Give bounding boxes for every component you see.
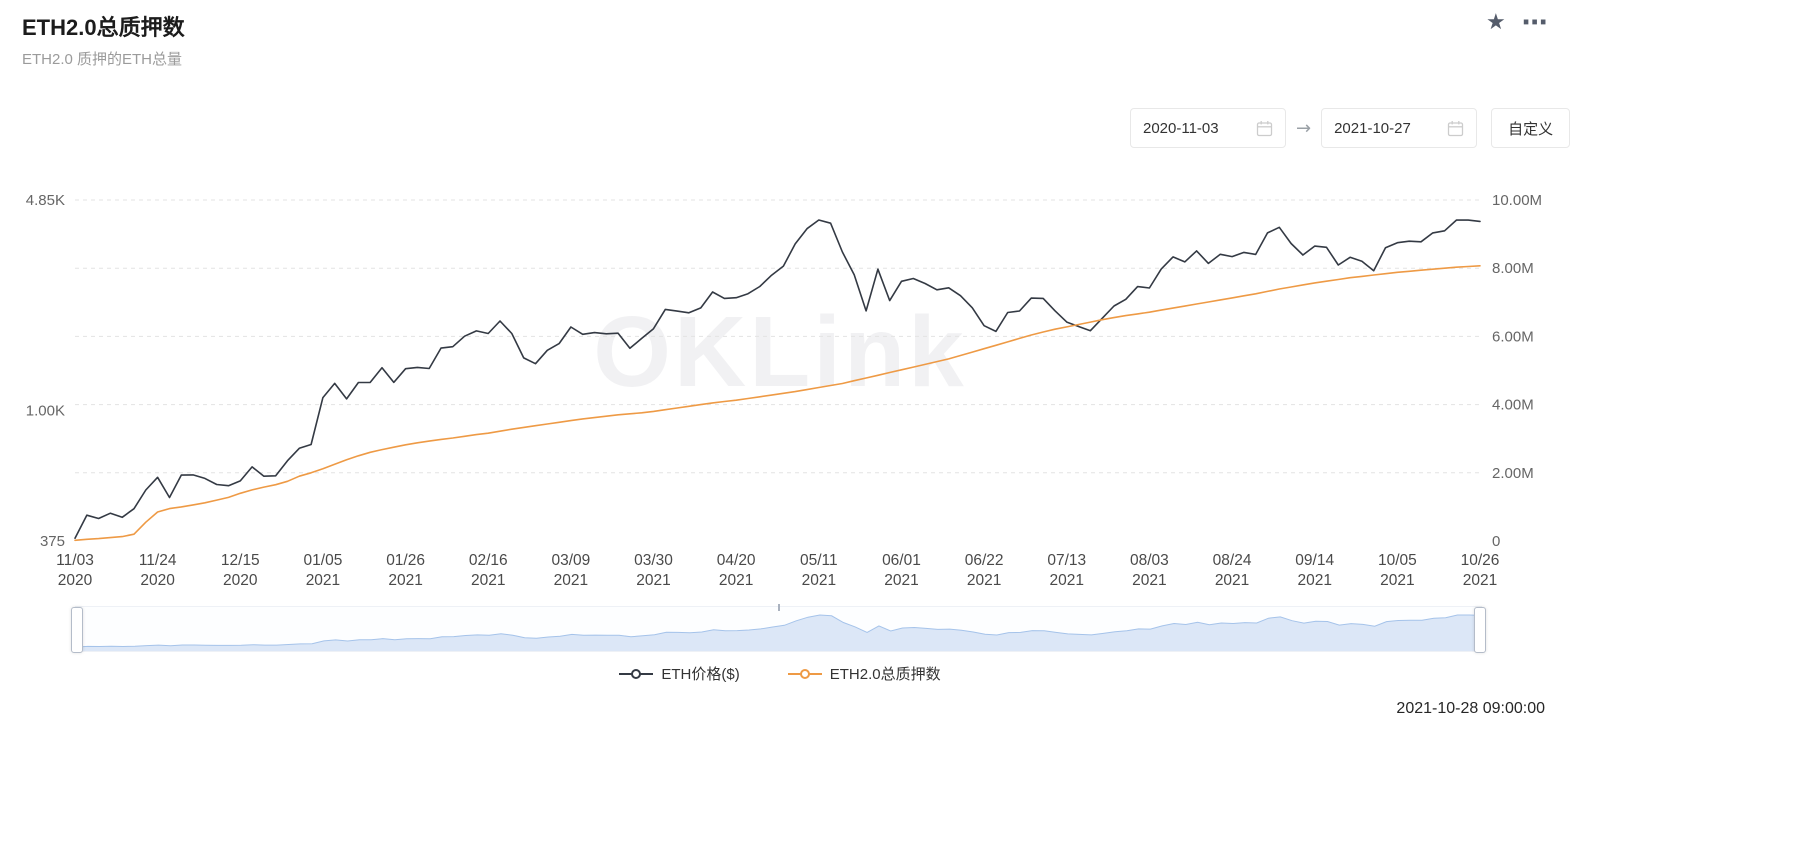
x-axis-label: 03/30 2021 <box>634 552 673 589</box>
start-date-picker[interactable]: 2020-11-03 <box>1130 108 1286 148</box>
arrow-right-icon: → <box>1296 117 1312 139</box>
end-date-picker[interactable]: 2021-10-27 <box>1321 108 1478 148</box>
header-actions: ★ ⋯ <box>1486 10 1548 36</box>
staked-line-series <box>74 265 1481 542</box>
x-axis-label: 05/11 2021 <box>800 552 838 589</box>
x-axis-label: 01/05 2021 <box>304 552 343 589</box>
y-axis-right-label: 0 <box>1492 533 1500 550</box>
data-zoom-slider[interactable] <box>71 604 1486 653</box>
slider-handle-left[interactable] <box>71 607 83 653</box>
date-range-controls: 2020-11-03 → 2021-10-27 自定义 <box>1130 108 1571 148</box>
x-axis-label: 12/15 2020 <box>221 552 260 589</box>
x-axis-label: 04/20 2021 <box>717 552 756 589</box>
brush-area <box>76 615 1481 651</box>
slider-move-handle[interactable] <box>777 604 780 611</box>
data-zoom-shadow-area <box>75 614 1482 651</box>
x-axis-label: 01/26 2021 <box>386 552 425 589</box>
x-axis-label: 09/14 2021 <box>1295 552 1334 589</box>
brush-area-outline <box>75 614 1482 648</box>
legend-label-eth-price: ETH价格($) <box>661 666 740 683</box>
end-date-value: 2021-10-27 <box>1334 119 1411 137</box>
x-axis-label: 10/26 2021 <box>1461 552 1500 589</box>
x-axis-label: 06/01 2021 <box>882 552 921 589</box>
main-chart-canvas[interactable]: 10.00M 8.00M 6.00M 4.00M 2.00M 0 4.85K 1.00K 375… <box>0 185 1560 605</box>
x-axis-label: 06/22 2021 <box>965 552 1004 589</box>
more-options-icon[interactable]: ⋯ <box>1521 8 1548 38</box>
y-axis-left-label: 1.00K <box>26 402 65 419</box>
legend-item-total-staked[interactable]: ETH2.0总质押数 <box>787 663 941 684</box>
y-axis-left-label: 375 <box>40 533 65 550</box>
slider-handle-right[interactable] <box>1474 607 1486 653</box>
y-axis-right-label: 2.00M <box>1492 465 1534 482</box>
legend-marker-line-icon <box>619 668 654 679</box>
y-axis-left-label: 4.85K <box>26 192 65 209</box>
x-axis-label: 07/13 2021 <box>1047 552 1086 589</box>
legend-marker-line-icon <box>787 668 822 679</box>
eth-price-line-series <box>74 219 1481 539</box>
chart-legend: ETH价格($) ETH2.0总质押数 <box>0 663 1560 684</box>
calendar-icon <box>1447 120 1464 136</box>
x-axis-label: 03/09 2021 <box>551 552 590 589</box>
page-title: ETH2.0总质押数 <box>22 15 185 40</box>
calendar-icon <box>1256 120 1273 136</box>
x-axis-label: 11/03 2020 <box>56 552 94 589</box>
custom-range-button[interactable]: 自定义 <box>1491 108 1571 148</box>
legend-label-total-staked: ETH2.0总质押数 <box>829 666 941 683</box>
legend-item-eth-price[interactable]: ETH价格($) <box>619 663 740 684</box>
y-axis-right-label: 6.00M <box>1492 328 1534 345</box>
y-axis-right-label: 4.00M <box>1492 397 1534 414</box>
y-axis-right-label: 8.00M <box>1492 260 1534 277</box>
x-axis-label: 02/16 2021 <box>469 552 508 589</box>
x-axis-label: 08/03 2021 <box>1130 552 1169 589</box>
page-subtitle: ETH2.0 质押的ETH总量 <box>22 51 183 68</box>
y-axis-right-label: 10.00M <box>1492 192 1542 209</box>
x-axis-label: 11/24 2020 <box>139 552 177 589</box>
start-date-value: 2020-11-03 <box>1143 119 1219 137</box>
x-axis-label: 08/24 2021 <box>1213 552 1252 589</box>
update-timestamp: 2021-10-28 09:00:00 <box>1396 700 1545 717</box>
x-axis-label: 10/05 2021 <box>1378 552 1417 589</box>
favorite-star-icon[interactable]: ★ <box>1486 10 1506 35</box>
